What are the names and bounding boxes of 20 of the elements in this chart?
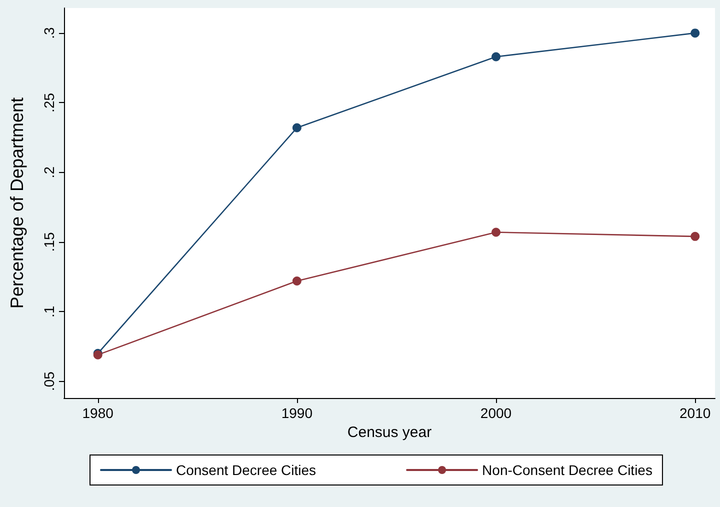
- point: [292, 123, 302, 132]
- x-tick-label: 2000: [480, 405, 512, 421]
- x-tick-label: 2010: [680, 405, 711, 421]
- legend-label: Non-Consent Decree Cities: [482, 462, 652, 478]
- x-axis-title: Census year: [347, 424, 432, 441]
- point: [492, 52, 501, 62]
- point: [690, 232, 700, 241]
- y-tick-label: .3: [41, 27, 57, 39]
- y-tick-label: .1: [41, 306, 57, 318]
- point: [292, 276, 302, 286]
- y-tick-label: .05: [41, 371, 57, 392]
- y-axis-title: Percentage of Department: [7, 97, 27, 309]
- legend-label: Consent Decree Cities: [176, 462, 316, 478]
- y-tick-label: .25: [41, 92, 57, 112]
- point: [690, 28, 700, 38]
- x-tick-label: 1980: [82, 405, 114, 421]
- y-tick-label: .15: [41, 232, 57, 252]
- x-tick-label: 1990: [281, 405, 313, 421]
- y-tick-label: .2: [41, 166, 57, 178]
- point: [492, 228, 501, 237]
